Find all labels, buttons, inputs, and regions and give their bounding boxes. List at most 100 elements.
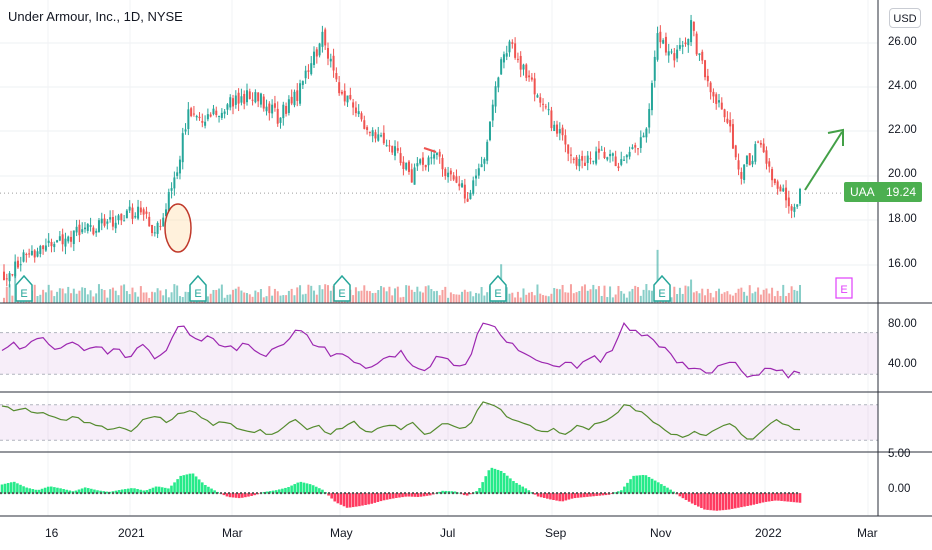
histogram-bar xyxy=(77,489,81,494)
candle-body xyxy=(212,108,215,115)
volume-bar xyxy=(279,295,282,303)
histogram-bar xyxy=(321,489,324,494)
histogram-bar xyxy=(697,493,700,507)
histogram-bar xyxy=(19,484,22,494)
volume-bar xyxy=(396,286,399,303)
histogram-bar xyxy=(764,493,768,502)
candle-body xyxy=(597,148,600,153)
candle-body xyxy=(790,206,793,211)
volume-bar xyxy=(44,292,47,303)
candle-body xyxy=(706,75,709,82)
histogram-bar xyxy=(774,493,777,501)
volume-bar xyxy=(407,285,410,303)
volume-bar xyxy=(229,294,232,303)
candle-body xyxy=(299,83,302,104)
candle-body xyxy=(631,147,634,149)
candle-body xyxy=(430,157,433,159)
y-tick-label: 16.00 xyxy=(888,258,917,270)
histogram-bar xyxy=(370,493,374,504)
histogram-bar xyxy=(96,490,99,494)
histogram-bar xyxy=(247,493,250,497)
candle-body xyxy=(530,77,533,80)
volume-bar xyxy=(164,289,167,303)
volume-bar xyxy=(148,297,151,303)
candle-body xyxy=(399,153,402,163)
histogram-bar xyxy=(638,475,642,494)
volume-bar xyxy=(639,295,642,303)
histogram-bar xyxy=(462,493,466,496)
histogram-bar xyxy=(25,487,28,494)
histogram-bar xyxy=(207,486,210,494)
volume-bar xyxy=(382,287,385,303)
histogram-bar xyxy=(59,488,62,494)
histogram-bar xyxy=(481,482,484,494)
candle-body xyxy=(109,217,112,220)
histogram-bar xyxy=(616,491,620,494)
histogram-bar xyxy=(690,493,694,504)
rsi-pane xyxy=(0,322,878,379)
volume-bar xyxy=(120,285,123,303)
histogram-bar xyxy=(780,493,783,501)
histogram-bar xyxy=(62,489,65,494)
earnings-marker-label: E xyxy=(658,288,665,300)
volume-bar xyxy=(413,291,416,303)
volume-bar xyxy=(265,296,268,303)
volume-bar xyxy=(684,285,687,303)
candle-body xyxy=(740,171,743,179)
volume-bar xyxy=(424,286,427,303)
histogram-bar xyxy=(552,493,555,501)
volume-bar xyxy=(793,289,796,303)
candle-body xyxy=(754,144,757,162)
histogram-bar xyxy=(142,490,146,494)
candle-body xyxy=(461,183,464,188)
candle-body xyxy=(438,151,441,157)
candle-body xyxy=(153,232,156,234)
candle-body xyxy=(494,86,497,107)
volume-bar xyxy=(704,295,707,303)
candle-body xyxy=(433,154,436,159)
candle-body xyxy=(164,209,167,216)
volume-bar xyxy=(81,287,84,303)
candle-body xyxy=(81,229,84,233)
histogram-bar xyxy=(345,493,349,508)
histogram-bar xyxy=(619,490,623,494)
histogram-bar xyxy=(777,493,780,501)
volume-bar xyxy=(796,290,799,303)
currency-button[interactable]: USD xyxy=(889,8,921,28)
volume-bar xyxy=(726,291,729,303)
volume-bar xyxy=(583,284,586,303)
histogram-bar xyxy=(681,493,685,499)
histogram-bar xyxy=(592,493,595,497)
volume-bar xyxy=(268,286,271,303)
candle-body xyxy=(673,53,676,61)
candle-body xyxy=(265,106,268,112)
volume-bar xyxy=(759,294,762,303)
histogram-bar xyxy=(678,493,682,497)
candle-body xyxy=(556,124,559,134)
histogram-bar xyxy=(154,486,158,494)
candle-body xyxy=(142,209,145,215)
candle-body xyxy=(192,113,195,115)
histogram-bar xyxy=(579,493,583,498)
histogram-bar xyxy=(127,488,130,494)
histogram-bar xyxy=(253,493,256,496)
trend-arrow xyxy=(804,131,843,191)
volume-bar xyxy=(321,289,324,303)
candle-body xyxy=(676,49,679,59)
upcoming-earnings-marker xyxy=(835,277,853,299)
histogram-bar xyxy=(148,488,152,494)
histogram-bar xyxy=(305,483,309,494)
histogram-bar xyxy=(0,484,4,494)
candle-body xyxy=(628,151,631,157)
histogram-bar xyxy=(641,474,645,494)
histogram-bar xyxy=(287,487,290,494)
candle-body xyxy=(475,175,478,179)
candle-body xyxy=(371,130,374,137)
histogram-bar xyxy=(105,491,109,494)
histogram-bar xyxy=(555,493,558,501)
candle-body xyxy=(516,58,519,60)
rsi-tick-label: 40.00 xyxy=(888,358,917,370)
volume-bar xyxy=(209,293,212,303)
